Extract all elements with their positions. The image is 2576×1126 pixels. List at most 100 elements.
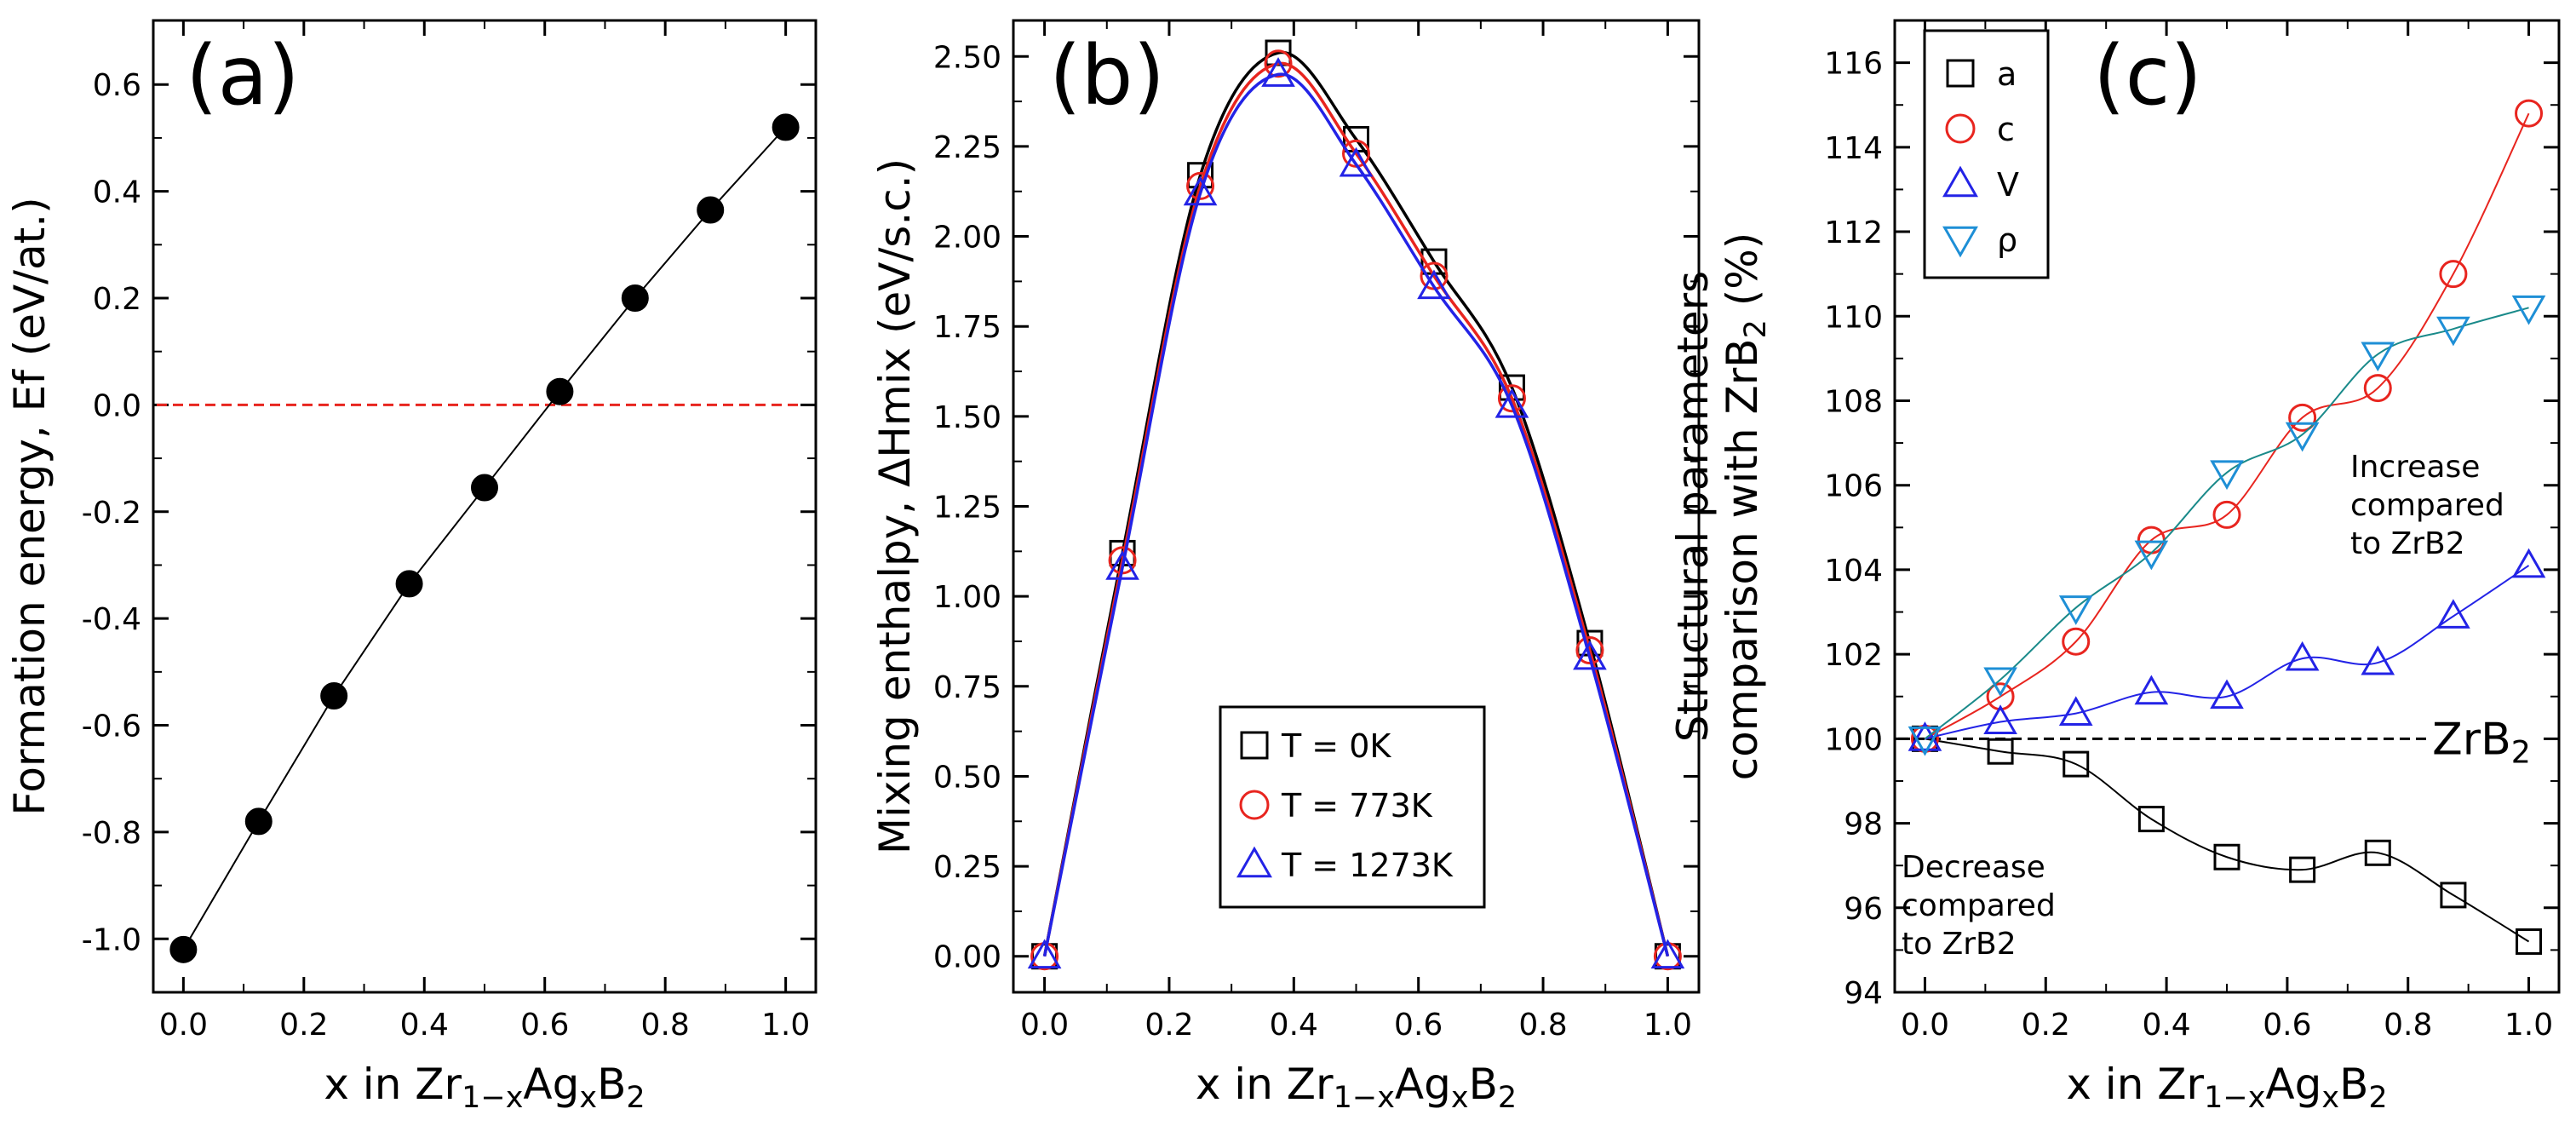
x-axis-label-part: B	[1469, 1060, 1498, 1109]
y-tick-label: 1.50	[933, 400, 1001, 435]
panel-label: (b)	[1049, 28, 1165, 124]
x-axis-label: x in Zr1−xAgxB2	[1196, 1060, 1517, 1115]
legend-entry: V	[1997, 166, 2019, 204]
series-line-V	[1925, 565, 2530, 740]
x-axis-label-part: B	[2339, 1060, 2368, 1109]
legend-entry: ρ	[1997, 221, 2017, 259]
x-axis-label-part: x	[1451, 1081, 1469, 1115]
y-tick-label: 0.4	[93, 175, 141, 210]
x-tick-label: 0.2	[1145, 1008, 1193, 1043]
y-tick-label: 2.50	[933, 40, 1001, 75]
y-tick-label: 0.0	[93, 388, 141, 423]
data-point-T = 1273K	[1495, 388, 1529, 418]
x-axis-label-part: 2	[1498, 1081, 1517, 1115]
y-tick-label: 106	[1824, 469, 1883, 504]
y-tick-label: 0.00	[933, 940, 1001, 975]
data-point-T = 1273K	[1417, 269, 1451, 300]
x-tick-label: 0.0	[1901, 1008, 1949, 1043]
data-point-a	[2364, 839, 2391, 866]
legend-entry: T = 773K	[1281, 787, 1433, 824]
data-point-T = 773K	[1575, 636, 1604, 665]
y-axis-label-line1: Structural parameters	[1668, 271, 1718, 742]
y-tick-label: 96	[1844, 892, 1883, 927]
data-point-ρ	[2511, 295, 2546, 325]
data-point-a	[2440, 882, 2467, 909]
data-point-c	[2439, 260, 2468, 289]
y-tick-label: -0.4	[82, 602, 141, 637]
y-tick-label: 98	[1844, 807, 1883, 842]
data-point-c	[2363, 374, 2392, 403]
annotation-increase: to ZrB2	[2350, 526, 2465, 561]
x-tick-label: 0.4	[2142, 1008, 2190, 1043]
x-axis-label-part: 1−x	[462, 1081, 523, 1115]
panel-label: (c)	[2093, 28, 2202, 124]
x-axis-label-part: Ag	[1395, 1060, 1451, 1109]
y-axis-label-line2-part: 2	[1739, 319, 1773, 338]
annotation-decrease: to ZrB2	[1902, 927, 2017, 962]
x-axis-label: x in Zr1−xAgxB2	[2066, 1060, 2387, 1115]
x-axis-label-part: 1−x	[2204, 1081, 2265, 1115]
x-axis-label-part: x	[2321, 1081, 2339, 1115]
y-axis-label-line2-part: (%)	[1718, 233, 1767, 319]
legend-marker	[1240, 731, 1269, 760]
x-axis-label-part: x	[579, 1081, 597, 1115]
reference-line-label-part: ZrB	[2432, 714, 2511, 765]
legend-marker	[1942, 165, 1978, 198]
y-axis-label-line2-part: comparison with ZrB	[1718, 338, 1767, 780]
data-point-Ef	[395, 570, 423, 598]
panel-a: 0.0 0.2 0.4 0.6 0.8 1.0 -1.0 -0.8 -0.6 -0.4 -0.2 0.…	[5, 19, 818, 1115]
y-tick-label: -1.0	[82, 922, 141, 957]
data-point-Ef	[772, 113, 800, 141]
x-tick-label: 0.4	[400, 1008, 449, 1043]
data-point-V	[2210, 679, 2244, 709]
data-point-a	[2289, 856, 2316, 883]
data-point-T = 773K	[1497, 384, 1526, 413]
data-point-T = 1273K	[1339, 146, 1374, 177]
data-point-T = 1273K	[1183, 175, 1218, 206]
data-point-c	[2288, 403, 2317, 432]
x-axis-label-part: B	[597, 1060, 626, 1109]
data-point-T = 1273K	[1650, 939, 1685, 969]
y-tick-label: 104	[1824, 554, 1883, 589]
legend-entry: c	[1997, 111, 2015, 148]
data-point-V	[2058, 696, 2093, 727]
x-tick-label: 0.8	[2384, 1008, 2432, 1043]
data-point-T = 1273K	[1105, 550, 1139, 580]
y-tick-label: 100	[1824, 722, 1883, 757]
y-axis-label-line2: comparison with ZrB2 (%)	[1718, 233, 1773, 781]
data-point-V	[2436, 599, 2470, 629]
data-point-ρ	[2058, 595, 2093, 625]
y-tick-label: 0.25	[933, 850, 1001, 885]
data-point-ρ	[2134, 540, 2169, 571]
data-point-Ef	[697, 196, 725, 224]
data-point-Ef	[320, 682, 348, 710]
x-tick-label: 0.8	[641, 1008, 690, 1043]
legend-entry: T = 1273K	[1281, 847, 1454, 884]
data-point-Ef	[169, 935, 198, 963]
y-tick-label: 102	[1824, 638, 1883, 673]
y-tick-label: 112	[1824, 215, 1883, 250]
legend-box	[1219, 705, 1486, 909]
data-point-T = 1273K	[1573, 640, 1607, 670]
data-point-Ef	[621, 284, 649, 312]
data-point-T = 773K	[1264, 49, 1293, 78]
annotation-decrease: compared	[1902, 888, 2056, 923]
data-point-Ef	[244, 807, 273, 836]
x-axis-label-part: Ag	[523, 1060, 579, 1109]
legend-marker	[1942, 226, 1978, 258]
x-tick-label: 0.0	[159, 1008, 208, 1043]
reference-line-label-part: 2	[2511, 733, 2531, 770]
plot-frame	[152, 19, 818, 994]
data-point-V	[2511, 548, 2546, 578]
data-point-ρ	[1908, 726, 1942, 756]
panel-b: 0.0 0.2 0.4 0.6 0.8 1.0 0.00 0.25 0.50 0.75 1.00 1.…	[870, 19, 1701, 1115]
y-tick-label: 0.6	[93, 68, 141, 103]
x-tick-label: 1.0	[1644, 1008, 1692, 1043]
y-tick-label: 108	[1824, 384, 1883, 419]
annotation-decrease: Decrease	[1902, 850, 2045, 885]
series-line-Ef	[182, 126, 787, 951]
y-tick-label: 116	[1824, 47, 1883, 82]
panel-label: (a)	[186, 28, 300, 124]
data-point-V	[1908, 721, 1942, 751]
x-tick-label: 0.6	[2263, 1008, 2311, 1043]
